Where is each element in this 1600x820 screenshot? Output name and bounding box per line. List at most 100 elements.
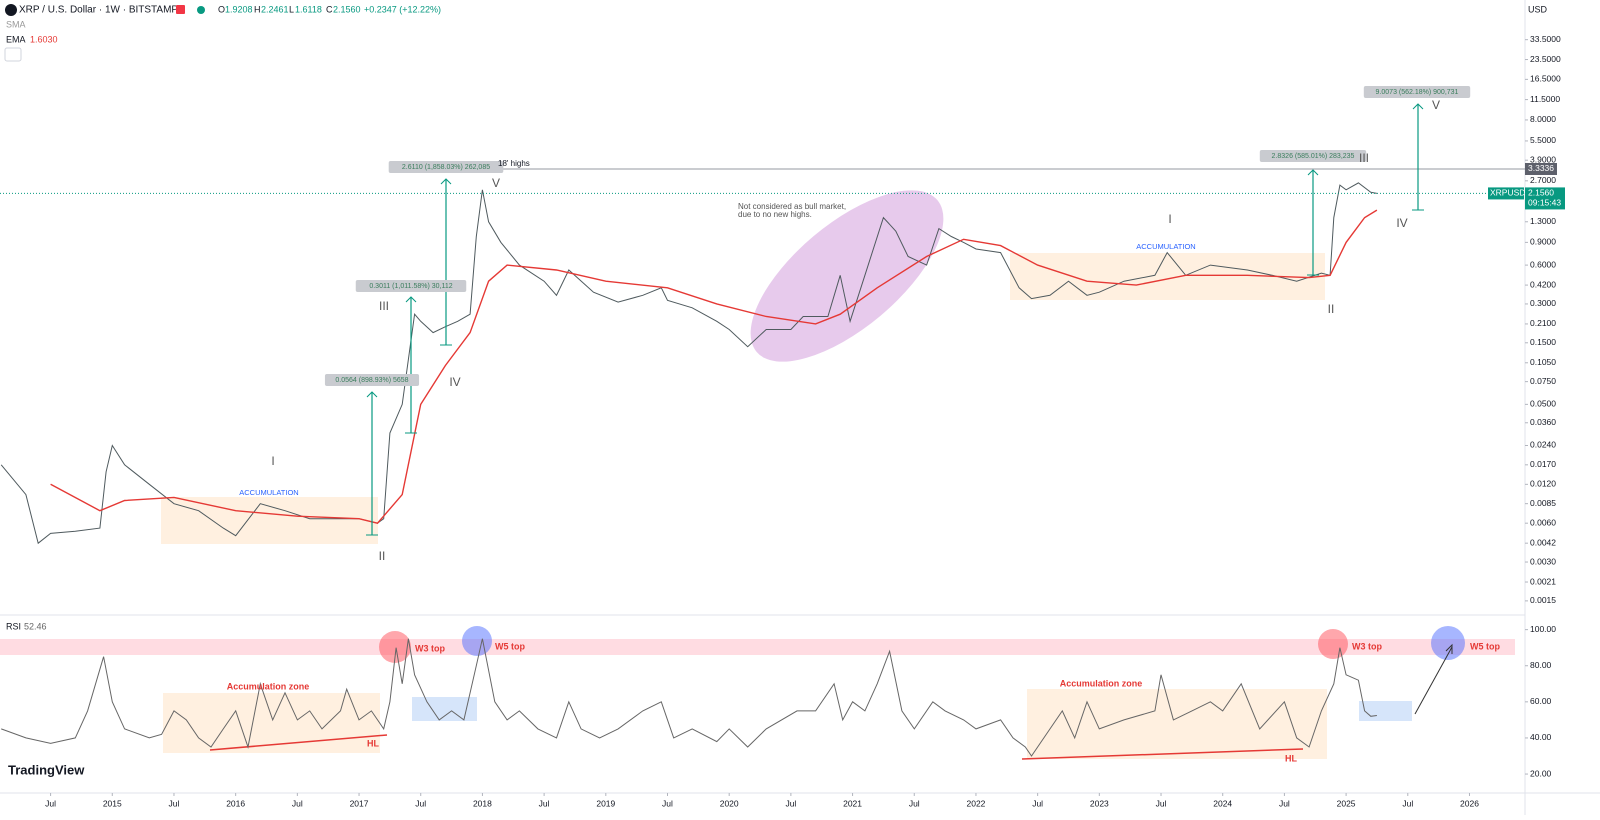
measure-label: 0.3011 (1,011.58%) 30,112 <box>369 283 452 290</box>
measure-arrow-head <box>440 178 452 185</box>
y-tick-label: 8.0000 <box>1530 114 1556 124</box>
measure-arrow-head <box>405 296 417 303</box>
annotation: due to no new highs. <box>738 210 812 219</box>
y-tick-label: 20.00 <box>1530 768 1552 778</box>
w3-circle <box>1318 629 1348 659</box>
ohlc-value: 2.1560 <box>333 4 361 14</box>
y-tick-label: 1.3000 <box>1530 216 1556 226</box>
y-tick-label: 3.9000 <box>1530 154 1556 164</box>
x-tick-label: Jul <box>1032 798 1043 808</box>
hl-trendline <box>209 734 388 751</box>
x-tick-label: 2025 <box>1337 798 1356 808</box>
rsi-annotation: HL <box>1285 753 1297 763</box>
measure-box <box>324 374 420 386</box>
y-tick-label: 0.1050 <box>1530 357 1556 367</box>
y-tick-label: 100.00 <box>1530 624 1556 634</box>
y-tick-label: 0.1500 <box>1530 337 1556 347</box>
flag-icon <box>176 5 185 14</box>
x-tick-label: Jul <box>909 798 920 808</box>
y-tick-label: 60.00 <box>1530 696 1552 706</box>
x-tick-label: 2023 <box>1090 798 1109 808</box>
series-line <box>50 209 1378 524</box>
rsi-pullback-box <box>412 697 477 721</box>
x-tick-label: 2020 <box>720 798 739 808</box>
rsi-annotation: W5 top <box>1470 641 1500 651</box>
highlight-ellipse <box>750 190 944 362</box>
annotation: 18' highs <box>498 159 530 168</box>
measure-label: 2.6110 (1,858.03%) 262,085 <box>402 164 490 171</box>
y-tick-label: 16.5000 <box>1530 74 1561 84</box>
rsi-value: 52.46 <box>24 621 47 631</box>
ohlc-label: L <box>289 4 294 14</box>
annotation: IV <box>1396 216 1407 230</box>
y-tick-label: 0.2100 <box>1530 318 1556 328</box>
x-tick-label: Jul <box>169 798 180 808</box>
annotation: I <box>271 454 274 468</box>
hl-trendline <box>1021 748 1304 760</box>
y-tick-label: 0.0030 <box>1530 556 1556 566</box>
annotation: II <box>1328 302 1335 316</box>
series-line <box>0 182 1377 545</box>
symbol-title: XRP / U.S. Dollar · 1W · BITSTAMP <box>19 5 178 16</box>
y-tick-label: 0.6000 <box>1530 259 1556 269</box>
arrow-head <box>1445 643 1453 654</box>
annotation: V <box>492 176 500 190</box>
x-tick-label: 2024 <box>1213 798 1232 808</box>
status-icon <box>197 6 205 14</box>
measure-arrow-head <box>1307 169 1319 176</box>
x-tick-label: Jul <box>662 798 673 808</box>
measure-box <box>388 161 504 173</box>
y-tick-label: 0.0170 <box>1530 459 1556 469</box>
resistance-label: 3.3336 <box>1528 163 1554 173</box>
y-tick-label: 23.5000 <box>1530 54 1561 64</box>
price-badge-label: 2.1560 <box>1528 188 1554 198</box>
w3-circle <box>379 631 411 663</box>
y-tick-label: 0.0042 <box>1530 537 1556 547</box>
measure-label: 9.0073 (562.18%) 900,731 <box>1376 89 1459 96</box>
y-tick-label: 40.00 <box>1530 732 1552 742</box>
price-badge <box>1525 187 1565 210</box>
rsi-annotation: W3 top <box>1352 641 1382 651</box>
ohlc-value: 1.6118 <box>295 4 322 14</box>
collapse-button[interactable] <box>4 47 22 62</box>
currency: USD <box>1528 4 1548 14</box>
rsi-accumulation-box <box>163 693 380 753</box>
symbol-icon <box>5 4 17 16</box>
x-tick-label: Jul <box>415 798 426 808</box>
x-tick-label: Jul <box>1402 798 1413 808</box>
measure-box <box>1259 150 1367 162</box>
series-line <box>1 638 1377 757</box>
measure-label: 0.0564 (898.93%) 5658 <box>335 377 408 384</box>
annotation: III <box>379 299 389 313</box>
annotation: I <box>1168 212 1171 226</box>
measure-box <box>1363 86 1471 98</box>
x-tick-label: Jul <box>1156 798 1167 808</box>
rsi-pullback-box <box>1359 701 1412 721</box>
w5-circle <box>462 626 492 656</box>
resistance-badge <box>1525 162 1557 175</box>
y-tick-label: 0.0021 <box>1530 576 1556 586</box>
x-tick-label: Jul <box>45 798 56 808</box>
rsi-annotation: HL <box>367 738 379 748</box>
x-tick-label: 2019 <box>596 798 615 808</box>
y-tick-label: 0.3000 <box>1530 298 1556 308</box>
x-tick-label: 2018 <box>473 798 492 808</box>
change: +0.2347 (+12.22%) <box>364 4 441 14</box>
y-tick-label: 0.0500 <box>1530 399 1556 409</box>
annotation: II <box>379 549 386 563</box>
y-tick-label: 0.0240 <box>1530 440 1556 450</box>
rsi-annotation: Accumulation zone <box>1060 678 1143 688</box>
legend: XRP / U.S. Dollar · 1W · BITSTAMP O 1.92… <box>4 4 1548 777</box>
ohlc-value: 1.9208 <box>225 4 253 14</box>
x-tick-label: Jul <box>785 798 796 808</box>
w5-circle <box>1431 626 1465 660</box>
x-tick-label: Jul <box>1279 798 1290 808</box>
accumulation-box <box>161 497 378 544</box>
y-tick-label: 0.0085 <box>1530 498 1556 508</box>
symbol-badge <box>1488 187 1524 200</box>
x-tick-label: 2026 <box>1460 798 1479 808</box>
ohlc-label: O <box>218 4 225 14</box>
y-tick-label: 0.0060 <box>1530 517 1556 527</box>
